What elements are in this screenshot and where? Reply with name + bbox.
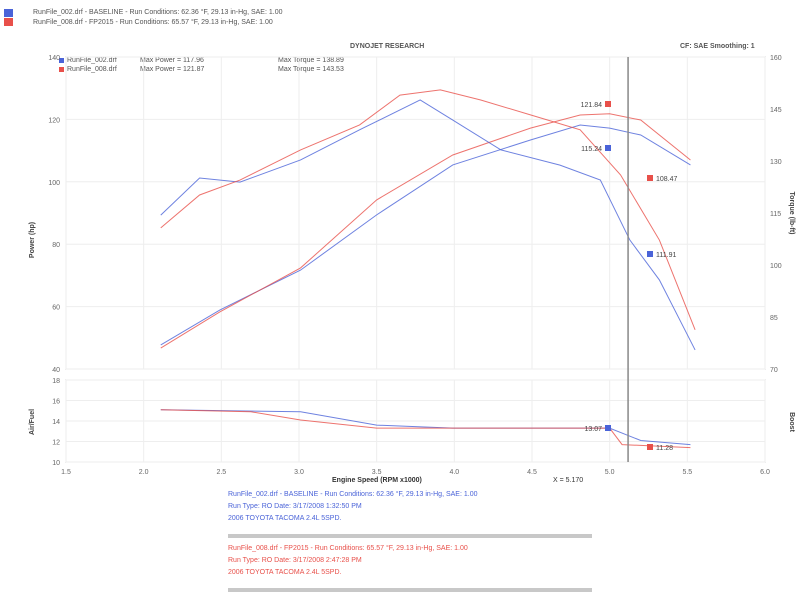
- cursor-readout: X = 5.170: [553, 477, 584, 484]
- plot-legend-torque-red: Max Torque = 143.53: [278, 66, 344, 73]
- torque-tick-label: 160: [770, 55, 782, 62]
- torque-tick-label: 70: [770, 367, 778, 374]
- torque-line-RunFile_002.drf: [160, 99, 696, 351]
- airfuel-tick-label: 10: [52, 460, 60, 467]
- marker-value: 111.91: [656, 252, 676, 259]
- airfuel-tick-label: 12: [52, 440, 60, 447]
- torque-tick-label: 115: [770, 211, 781, 218]
- footer-red-line-2: Run Type: RO Date: 3/17/2008 2:47:28 PM: [228, 557, 362, 564]
- power-axis-label: Power (hp): [29, 222, 36, 258]
- footer-red-line-3: 2006 TOYOTA TACOMA 2.4L 5SPD.: [228, 569, 342, 576]
- marker-value: 115.24: [581, 146, 602, 153]
- footer-divider-bottom: [228, 588, 592, 592]
- cursor-marker: [605, 425, 611, 431]
- legend-swatch-red: [4, 18, 13, 26]
- x-tick-label: 2.5: [216, 469, 226, 476]
- airfuel-axis-label: Air/Fuel: [29, 409, 36, 435]
- torque-line-RunFile_008.drf: [160, 89, 696, 331]
- marker-value: 13.07: [584, 426, 602, 433]
- power-plot-frame: [65, 56, 766, 370]
- airfuel-tick-label: 16: [52, 399, 60, 406]
- x-tick-label: 5.5: [682, 469, 692, 476]
- plot-legend-swatch-red: [59, 67, 64, 72]
- x-tick-label: 6.0: [760, 469, 770, 476]
- plot-legend-power-red: Max Power = 121.87: [140, 66, 205, 73]
- power-tick-label: 120: [48, 117, 60, 124]
- run-legend-fp2015: RunFile_008.drf - FP2015 - Run Condition…: [33, 19, 273, 26]
- footer-divider: [228, 534, 592, 538]
- plot-legend-power-blue: Max Power = 117.96: [140, 57, 204, 64]
- x-tick-label: 5.0: [605, 469, 615, 476]
- x-tick-label: 3.5: [372, 469, 382, 476]
- torque-tick-label: 85: [770, 315, 778, 322]
- airfuel-line-RunFile_008.drf: [160, 409, 691, 449]
- x-tick-label: 1.5: [61, 469, 71, 476]
- footer-blue-line-3: 2006 TOYOTA TACOMA 2.4L 5SPD.: [228, 515, 342, 522]
- footer-blue-line-2: Run Type: RO Date: 3/17/2008 1:32:50 PM: [228, 503, 362, 510]
- power-tick-label: 80: [52, 242, 60, 249]
- power-tick-label: 60: [52, 305, 60, 312]
- plot-legend-swatch-blue: [59, 58, 64, 63]
- run-legend-baseline: RunFile_002.drf - BASELINE - Run Conditi…: [33, 9, 283, 16]
- marker-value: 108.47: [656, 176, 678, 183]
- plot-legend-file-red: RunFile_008.drf: [67, 66, 117, 73]
- torque-tick-label: 145: [770, 107, 782, 114]
- cursor-marker: [605, 101, 611, 107]
- torque-tick-label: 130: [770, 159, 782, 166]
- power-tick-label: 40: [52, 367, 60, 374]
- power-tick-label: 140: [48, 55, 60, 62]
- power-tick-label: 100: [48, 180, 60, 187]
- chart-settings: CF: SAE Smoothing: 1: [680, 43, 755, 50]
- cursor-marker: [647, 175, 653, 181]
- chart-title: DYNOJET RESEARCH: [350, 43, 425, 50]
- x-tick-label: 2.0: [139, 469, 149, 476]
- footer-blue-line-1: RunFile_002.drf - BASELINE - Run Conditi…: [228, 491, 478, 498]
- cursor-marker: [647, 444, 653, 450]
- footer-red-line-1: RunFile_008.drf - FP2015 - Run Condition…: [228, 545, 468, 552]
- marker-value: 121.84: [581, 102, 603, 109]
- boost-axis-label: Boost: [788, 412, 795, 433]
- power-line-RunFile_002.drf: [160, 124, 691, 346]
- plot-legend-file-blue: RunFile_002.drf: [67, 57, 117, 64]
- x-axis-label: Engine Speed (RPM x1000): [332, 477, 422, 484]
- airfuel-tick-label: 14: [52, 419, 60, 426]
- cursor-marker: [605, 145, 611, 151]
- plot-legend-torque-blue: Max Torque = 138.89: [278, 57, 344, 64]
- legend-swatch-blue: [4, 9, 13, 17]
- x-tick-label: 4.5: [527, 469, 537, 476]
- x-tick-label: 3.0: [294, 469, 304, 476]
- cursor-marker: [647, 251, 653, 257]
- marker-value: 11.28: [656, 445, 673, 452]
- power-line-RunFile_008.drf: [160, 113, 691, 349]
- x-tick-label: 4.0: [449, 469, 459, 476]
- torque-axis-label: Torque (lb-ft): [788, 191, 795, 234]
- torque-tick-label: 100: [770, 263, 782, 270]
- airfuel-tick-label: 18: [52, 378, 60, 385]
